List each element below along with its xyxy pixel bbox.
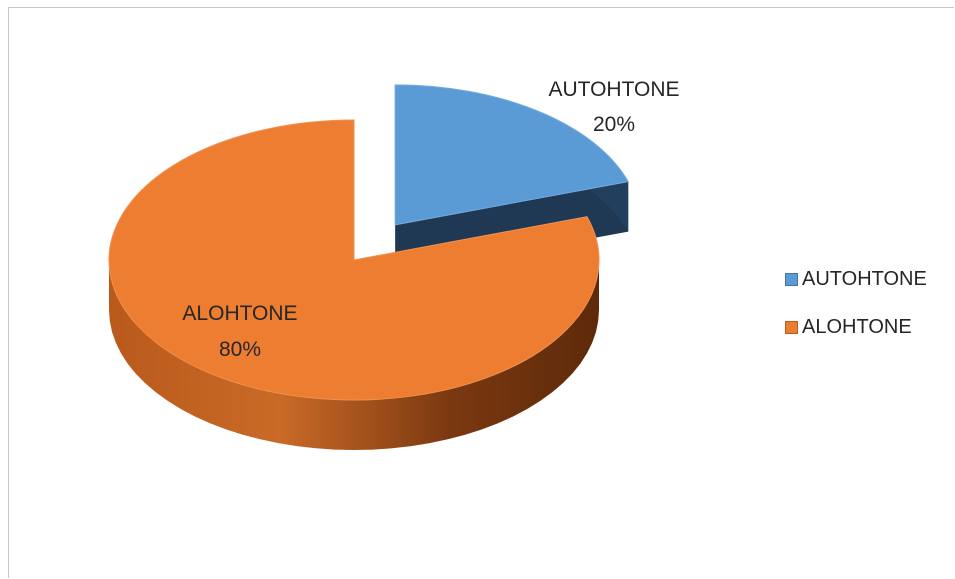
legend-item-autohtone: AUTOHTONE xyxy=(785,266,927,292)
data-label-value-alohtone: 80% xyxy=(219,338,261,361)
chart-area: AUTOHTONE 20% ALOHTONE 80% AUTOHTONE ALOHTO… xyxy=(8,7,954,578)
pie-slice-alohtone xyxy=(108,119,600,450)
pie-chart: AUTOHTONE 20% ALOHTONE 80% xyxy=(108,78,680,450)
legend-swatch-alohtone xyxy=(785,320,798,334)
data-label-category-autohtone: AUTOHTONE xyxy=(548,78,679,101)
legend-swatch-autohtone xyxy=(785,272,798,286)
slice-side-alohtone xyxy=(109,260,599,450)
slice-top-alohtone xyxy=(108,119,600,401)
data-label-value-autohtone: 20% xyxy=(593,113,635,136)
slice-top-autohtone xyxy=(394,84,629,226)
legend-item-alohtone: ALOHTONE xyxy=(785,314,927,340)
legend-label-autohtone: AUTOHTONE xyxy=(802,267,927,290)
legend: AUTOHTONE ALOHTONE xyxy=(785,266,927,362)
data-label-category-alohtone: ALOHTONE xyxy=(182,302,297,325)
legend-label-alohtone: ALOHTONE xyxy=(802,315,912,338)
